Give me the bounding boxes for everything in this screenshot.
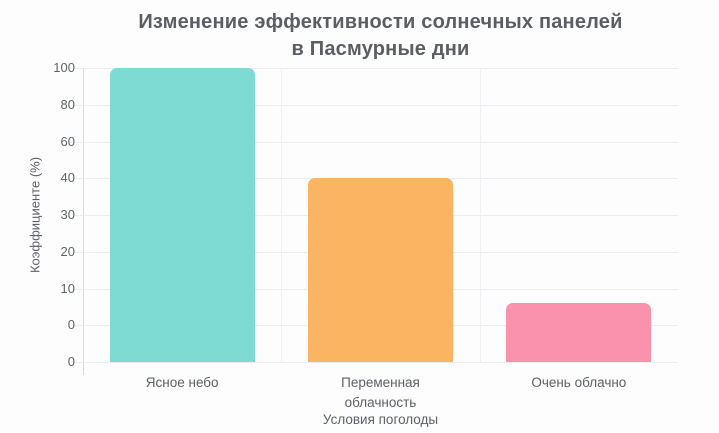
y-tick-mark <box>74 325 83 327</box>
chart-title: Изменение эффективности солнечных панеле… <box>83 9 678 63</box>
bar-2[interactable] <box>308 178 453 362</box>
x-axis-title: Условия поголоды <box>322 412 439 427</box>
gridline-horizontal <box>83 104 678 106</box>
y-tick-label: 30 <box>60 207 75 222</box>
y-tick-label: 20 <box>60 243 75 259</box>
x-tick-label-text: Очень облачно <box>531 375 627 390</box>
y-tick-label: 10 <box>60 280 75 296</box>
y-tick-mark <box>74 104 83 106</box>
y-tick-mark <box>74 251 83 253</box>
y-tick-mark <box>74 288 83 290</box>
y-tick-label: 80 <box>60 96 75 112</box>
y-axis-line <box>83 68 84 375</box>
gridline-vertical <box>281 68 282 362</box>
plot-area <box>83 68 678 363</box>
x-tick-label-text: Переменная облачность <box>341 375 420 410</box>
chart-title-line2: в Пасмурные дни <box>291 38 470 60</box>
chart-title-line1: Изменение эффективности солнечных панеле… <box>138 11 623 33</box>
y-tick-mark <box>74 68 83 69</box>
gridline-horizontal <box>83 141 678 143</box>
x-tick-label: Очень облачно <box>480 373 678 393</box>
y-tick-mark <box>74 178 83 180</box>
y-tick-label: 100 <box>53 60 75 75</box>
y-tick-mark <box>74 362 83 363</box>
y-tick-label: 40 <box>60 170 75 186</box>
y-tick-mark <box>74 141 83 143</box>
gridline-horizontal <box>83 362 678 363</box>
y-tick-label: 60 <box>60 133 75 149</box>
x-tick-label: Переменная облачность <box>281 373 479 413</box>
y-tick-mark <box>74 215 83 216</box>
x-tick-label: Ясное небо <box>83 373 281 393</box>
gridline-horizontal <box>83 68 678 69</box>
y-tick-label: 0 <box>67 317 75 333</box>
x-tick-label-text: Ясное небо <box>145 375 219 390</box>
bar-1[interactable] <box>109 68 255 362</box>
y-tick-label: 0 <box>67 354 75 369</box>
gridline-vertical <box>480 68 481 362</box>
bar-3[interactable] <box>506 303 652 362</box>
